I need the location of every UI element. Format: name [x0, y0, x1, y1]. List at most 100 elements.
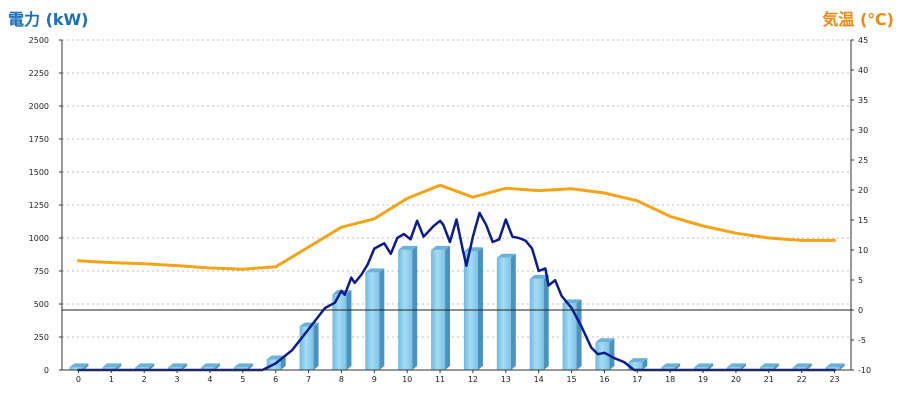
- bar: [759, 367, 774, 370]
- x-tick-label: 11: [435, 375, 445, 384]
- x-tick-label: 15: [566, 375, 576, 384]
- bar-side: [609, 338, 615, 370]
- bar: [628, 362, 643, 370]
- right-tick-label: 45: [858, 36, 868, 45]
- bar-top: [102, 363, 122, 368]
- bar-top: [628, 358, 648, 363]
- right-tick-label: 20: [858, 186, 868, 195]
- left-tick-label: 1750: [29, 135, 49, 144]
- bar: [365, 272, 380, 370]
- bar-top: [365, 268, 385, 273]
- x-tick-label: 23: [829, 375, 839, 384]
- left-tick-label: 750: [34, 267, 49, 276]
- bar-side: [116, 363, 122, 370]
- bar-top: [792, 363, 812, 368]
- bar-side: [379, 268, 385, 370]
- bar-top: [825, 363, 845, 368]
- bar-side: [510, 253, 516, 370]
- bar: [135, 367, 150, 370]
- bar-side: [247, 363, 253, 370]
- left-tick-label: 1500: [29, 168, 49, 177]
- bar-top: [135, 363, 155, 368]
- x-tick-label: 17: [632, 375, 642, 384]
- bar-top: [529, 274, 549, 279]
- right-tick-label: -10: [858, 366, 871, 375]
- right-tick-label: 40: [858, 66, 868, 75]
- power-line: [77, 211, 836, 372]
- bar: [825, 367, 840, 370]
- left-tick-label: 2500: [29, 36, 49, 45]
- bar-side: [214, 363, 220, 370]
- bar-side: [313, 322, 319, 370]
- left-tick-label: 0: [44, 366, 49, 375]
- bar-side: [182, 363, 188, 370]
- right-tick-label: 25: [858, 156, 868, 165]
- right-tick-label: 30: [858, 126, 868, 135]
- bar: [661, 367, 676, 370]
- bar-side: [708, 363, 714, 370]
- bar-top: [200, 363, 220, 368]
- bar-top: [694, 363, 714, 368]
- x-tick-label: 9: [372, 375, 377, 384]
- x-tick-label: 16: [599, 375, 609, 384]
- bar-side: [412, 245, 418, 370]
- bar-side: [543, 274, 549, 370]
- left-tick-label: 1250: [29, 201, 49, 210]
- x-tick-label: 1: [109, 375, 114, 384]
- bar-top: [398, 245, 418, 250]
- x-tick-label: 5: [240, 375, 245, 384]
- right-tick-label: 5: [858, 276, 863, 285]
- bar: [332, 294, 347, 370]
- left-tick-label: 2000: [29, 102, 49, 111]
- x-tick-label: 20: [731, 375, 741, 384]
- x-tick-label: 13: [501, 375, 511, 384]
- bar: [562, 303, 577, 370]
- bar-top: [233, 363, 253, 368]
- left-axis-title: 電力 (kW): [8, 10, 89, 29]
- bar: [233, 367, 248, 370]
- right-tick-label: 10: [858, 246, 868, 255]
- x-tick-label: 14: [534, 375, 544, 384]
- x-tick-label: 0: [76, 375, 81, 384]
- bar: [694, 367, 709, 370]
- x-tick-label: 7: [306, 375, 311, 384]
- x-tick-label: 19: [698, 375, 708, 384]
- right-tick-label: 15: [858, 216, 868, 225]
- bar-top: [726, 363, 746, 368]
- bar-side: [740, 363, 746, 370]
- bar: [792, 367, 807, 370]
- bar-top: [759, 363, 779, 368]
- left-tick-label: 500: [34, 300, 49, 309]
- bar-side: [675, 363, 681, 370]
- bar-side: [576, 299, 582, 370]
- right-tick-label: 35: [858, 96, 868, 105]
- bar-side: [445, 245, 451, 370]
- left-tick-label: 1000: [29, 234, 49, 243]
- x-tick-label: 12: [468, 375, 478, 384]
- bar-side: [839, 363, 845, 370]
- bar-top: [431, 245, 451, 250]
- bar-top: [496, 253, 516, 258]
- bar-side: [773, 363, 779, 370]
- bar: [463, 251, 478, 370]
- bar: [726, 367, 741, 370]
- temperature-line: [76, 183, 837, 271]
- right-tick-label: -5: [858, 336, 866, 345]
- x-tick-label: 18: [665, 375, 675, 384]
- bar-side: [477, 247, 483, 370]
- bar: [102, 367, 117, 370]
- bar-side: [346, 290, 352, 370]
- x-tick-label: 2: [142, 375, 147, 384]
- bar: [496, 257, 511, 370]
- x-tick-label: 6: [273, 375, 278, 384]
- bar-side: [83, 363, 89, 370]
- bar: [200, 367, 215, 370]
- right-axis-title: 気温 (℃): [822, 10, 894, 29]
- x-tick-label: 8: [339, 375, 344, 384]
- bar: [168, 367, 183, 370]
- left-tick-label: 250: [34, 333, 49, 342]
- x-tick-label: 22: [797, 375, 807, 384]
- bar-side: [642, 358, 648, 370]
- bar-top: [661, 363, 681, 368]
